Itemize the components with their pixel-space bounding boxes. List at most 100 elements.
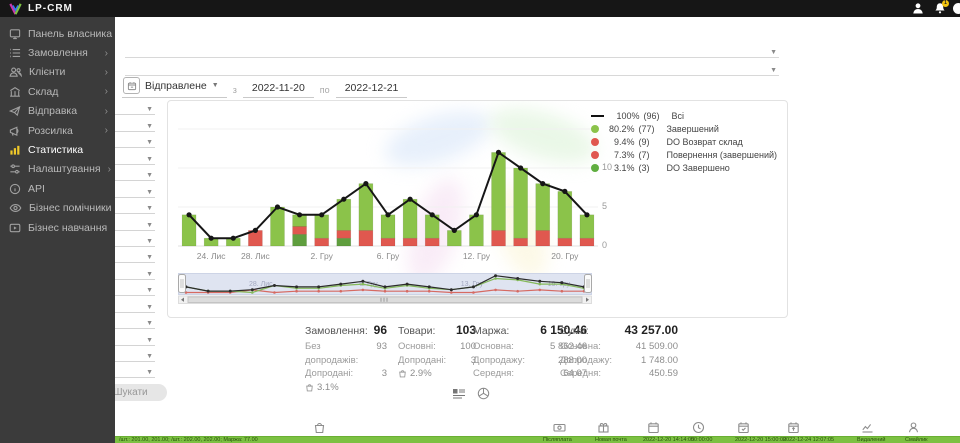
chevron-down-icon: ▼ [211,82,219,89]
date-from-input[interactable]: 2022-11-20 [242,81,314,98]
date-to-input[interactable]: 2022-12-21 [335,81,408,98]
sidebar-item-business-training[interactable]: Бізнес навчання [0,218,115,237]
svg-text:24. Лис: 24. Лис [197,251,227,261]
stat-sub-value: 450.59 [648,368,678,379]
stat-sub-label: Основна: [560,341,601,352]
filter-select-small[interactable]: ▼ [98,296,155,313]
chevron-down-icon: ▼ [146,320,153,328]
filter-select-top-1[interactable]: ▼ [125,44,779,58]
sidebar-item-statistics[interactable]: Статистика [0,140,115,159]
scroll-left-arrow-icon[interactable] [181,297,184,302]
chevron-right-icon: › [104,47,108,59]
user-icon[interactable] [912,2,925,15]
legend-text: Всі [671,110,684,121]
sidebar-item-label: Панель власника [28,27,113,40]
package-view-icon[interactable] [477,387,491,400]
scroll-right-arrow-icon[interactable] [586,297,589,302]
svg-text:28. Лис: 28. Лис [249,281,273,288]
navigator-handle[interactable] [178,274,186,293]
sidebar-item-clients[interactable]: Клієнти › [0,63,115,82]
filter-select-small[interactable]: ▼ [98,280,155,297]
filter-select-small[interactable]: ▼ [98,132,155,149]
order-date-cell: 2022-12-20 14:14:05 [643,437,695,443]
order-date-cell: 2022-12-24 12:07:05 [783,437,835,443]
svg-text:13. Гру: 13. Гру [461,281,484,288]
stat-card: Сума: 43 257.00 Основна: 41 509.00 Допродажу… [560,323,678,381]
legend-item[interactable]: 7.3% (7) Повернення (завершений) [591,148,777,161]
filter-select-small[interactable]: ▼ [98,214,155,231]
sidebar-item-label: Замовлення [28,47,88,60]
filter-select-small[interactable]: ▼ [98,181,155,198]
filter-select-small[interactable]: ▼ [98,247,155,264]
order-status-cell: Видалений [857,437,886,443]
filter-select-small[interactable]: ▼ [98,313,155,330]
filter-select-small[interactable]: ▼ [98,362,155,379]
order-manager-cell: Смайлик [905,437,928,443]
orders-chart-svg: 24. Лис 28. Лис 2. Гру 6. Гру 12. Гру 20. Гру [178,128,598,261]
sidebar-item-label: Відправка [28,105,78,118]
order-table-row[interactable]: /шт.: 201.00, 201.00; /шт.: 202.00, 202.… [115,436,960,443]
filter-select-small[interactable]: ▼ [98,99,155,116]
filter-select-top-2[interactable]: ▼ [125,62,779,76]
navigator-scrollbar-thumb[interactable] [187,296,583,303]
stat-value: 43 257.00 [624,323,678,337]
sidebar-item-mailing[interactable]: Розсилка › [0,121,115,140]
sidebar-item-owner-panel[interactable]: Панель власника [0,24,115,43]
filter-selects-column: ▼▼▼▼▼▼▼▼▼▼▼▼▼▼▼▼▼▼ [98,99,155,395]
banknote-icon [553,421,566,434]
chart-range-navigator[interactable]: 28. Лис 6. Гру 13. Гру 19. Гру [178,273,592,309]
filter-select-small[interactable]: ▼ [98,148,155,165]
bag-icon: 2.9% [398,367,432,381]
sidebar-item-warehouse[interactable]: Склад › [0,82,115,101]
summary-stats-row: Замовлення: 96 Без допродажів: 93 Допродані:… [0,323,960,393]
stat-sub-label: Допродажу: [560,354,613,366]
sidebar-item-shipping[interactable]: Відправка › [0,102,115,121]
chevron-down-icon: ▼ [146,188,153,196]
to-label: по [319,85,330,95]
help-icon[interactable] [953,3,960,14]
stat-value: 96 [373,323,387,337]
navigator-handle[interactable] [584,274,592,293]
legend-text: DO Возврат склад [666,136,743,147]
video-play-icon [9,223,21,232]
sidebar-item-business-helpers[interactable]: Бізнес помічники [0,199,115,218]
legend-text: 100% [616,110,640,121]
chevron-down-icon: ▼ [146,270,153,278]
legend-item[interactable]: 3.1% (3) DO Завершено [591,161,777,174]
filter-select-small[interactable]: ▼ [98,231,155,247]
stat-sub-value: 64.07 [563,368,587,379]
filter-select-small[interactable]: ▼ [98,263,155,280]
chevron-down-icon: ▼ [770,49,777,56]
stat-sub-value: 3 [381,368,387,379]
eye-icon [9,204,22,213]
send-icon [9,106,21,117]
filter-select-small[interactable]: ▼ [98,115,155,132]
notifications-bell-icon[interactable]: 1 [934,0,949,15]
stat-sub-label: Середня: [560,368,602,379]
filter-select-small[interactable]: ▼ [98,198,155,215]
chevron-down-icon: ▼ [146,139,153,147]
chart-legend: 100% (96) Всі 80.2% (77) Завершений 9.4% (9) DO … [591,109,777,174]
y-axis-tick: 0 [602,240,608,250]
sidebar-item-orders[interactable]: Замовлення › [0,43,115,62]
stat-title: Маржа: [473,325,510,337]
chevron-down-icon: ▼ [146,172,153,180]
calendar-icon [123,77,140,94]
date-type-select[interactable]: Відправлене ▼ [122,76,227,98]
chevron-right-icon: › [104,125,108,137]
legend-item[interactable]: 80.2% (77) Завершений [591,122,777,135]
filter-select-small[interactable]: ▼ [98,165,155,182]
list-view-icon[interactable] [452,387,466,400]
filter-select-small[interactable]: ▼ [98,329,155,346]
megaphone-icon [9,126,19,136]
clients-icon [9,67,22,78]
person-icon [907,421,920,434]
legend-item[interactable]: 9.4% (9) DO Возврат склад [591,135,777,148]
legend-item[interactable]: 100% (96) Всі [591,109,777,122]
topbar: LP-CRM 1 [0,0,960,17]
stat-sub-label: Основні: [398,341,436,352]
sidebar-item-api[interactable]: API [0,179,115,198]
sidebar-item-settings[interactable]: Налаштування › [0,160,115,179]
filter-select-small[interactable]: ▼ [98,346,155,362]
trend-icon [861,421,874,434]
